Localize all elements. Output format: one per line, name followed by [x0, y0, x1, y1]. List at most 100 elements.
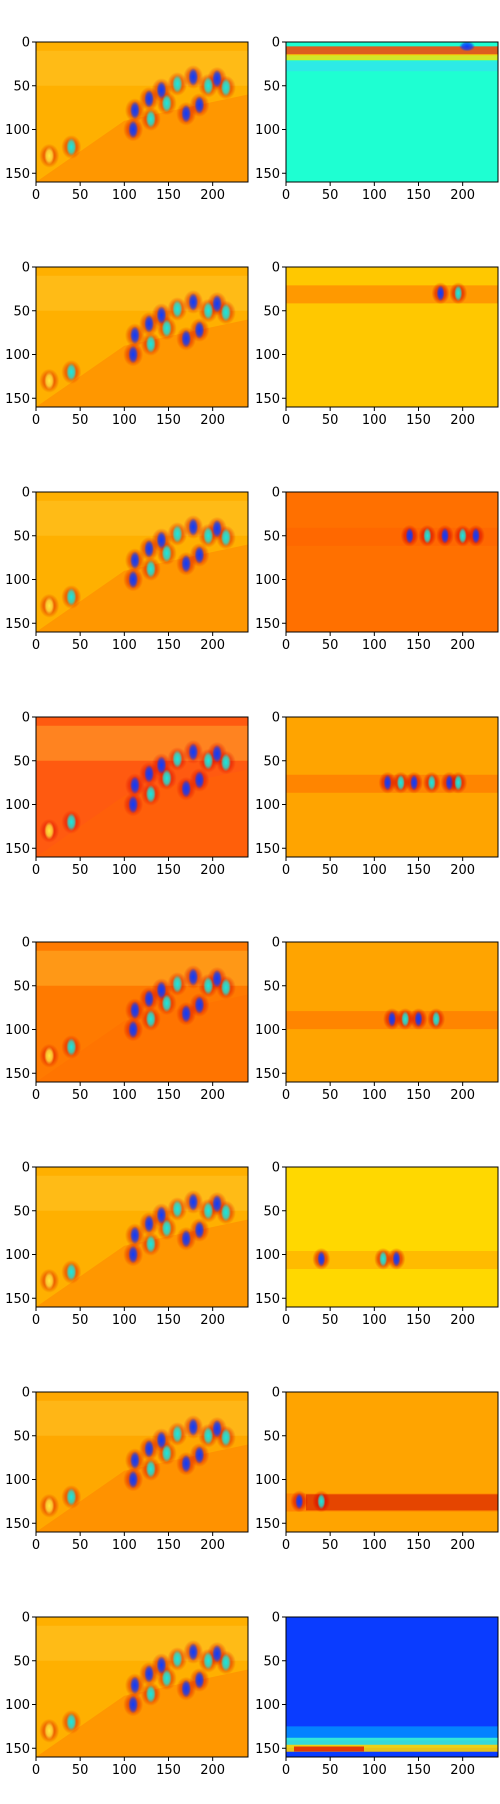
right-panel-2-x-tick-label: 200 [450, 413, 475, 428]
right-panel-4-x-tick-label: 50 [322, 863, 339, 878]
left-heatmap-blob [144, 1440, 154, 1458]
left-heatmap-blob [188, 293, 198, 311]
left-panel-1-y-tick-label: 50 [13, 79, 30, 94]
left-heatmap-blob [162, 544, 172, 562]
right-panel-5-y-tick-label: 0 [272, 936, 280, 951]
right-panel-8-x-tick-label: 50 [322, 1763, 339, 1778]
left-heatmap-blob [221, 754, 231, 772]
right-panel-8-y-tick-label: 150 [255, 1742, 280, 1757]
left-heatmap-blob [194, 771, 204, 789]
right-heatmap-blob [392, 1251, 400, 1267]
left-heatmap-blob [128, 121, 138, 139]
right-panel-8-x-tick-label: 100 [362, 1763, 387, 1778]
left-heatmap-6 [36, 1167, 248, 1307]
right-panel-2-x-tick-label: 0 [282, 413, 290, 428]
left-panel-1-x-tick-label: 50 [72, 188, 89, 203]
left-heatmap-blob [130, 1226, 140, 1244]
left-heatmap-1 [36, 42, 248, 182]
left-heatmap-blob [203, 527, 213, 545]
left-panel-6-x-tick-label: 200 [200, 1313, 225, 1328]
right-heatmap-2 [286, 267, 498, 407]
right-panel-8-x-tick-label: 150 [406, 1763, 431, 1778]
right-heatmap-8 [286, 1617, 498, 1757]
left-heatmap-blob [212, 70, 222, 88]
left-panel-3-y-tick-label: 50 [13, 529, 30, 544]
left-heatmap-blob [172, 975, 182, 993]
left-heatmap-blob [181, 1005, 191, 1023]
right-panel-6-y-tick-label: 150 [255, 1292, 280, 1307]
right-heatmap-6 [286, 1167, 498, 1307]
left-panel-8-x-tick-label: 0 [32, 1763, 40, 1778]
left-heatmap-blob [181, 1680, 191, 1698]
right-panel-8-y-tick-label: 50 [263, 1654, 280, 1669]
left-heatmap-blob [188, 68, 198, 86]
right-panel-6-x-tick-label: 50 [322, 1313, 339, 1328]
left-heatmap-blob [128, 346, 138, 364]
right-panel-7-x-tick-label: 150 [406, 1538, 431, 1553]
left-panel-4-y-tick-label: 100 [5, 798, 30, 813]
left-panel-6-y-tick-label: 50 [13, 1204, 30, 1219]
left-heatmap-blob [144, 540, 154, 558]
left-heatmap-blob [146, 110, 156, 128]
left-heatmap-blob [172, 525, 182, 543]
left-panel-8-x-tick-label: 50 [72, 1763, 89, 1778]
right-panel-3-x-tick-label: 0 [282, 638, 290, 653]
right-panel-7-y-tick-label: 150 [255, 1517, 280, 1532]
left-heatmap-blob [188, 518, 198, 536]
left-panel-4-x-tick-label: 0 [32, 863, 40, 878]
left-heatmap-blob [144, 1215, 154, 1233]
left-panel-1-y-tick-label: 0 [22, 36, 30, 51]
right-panel-8-y-tick-label: 0 [272, 1611, 280, 1626]
right-panel-7-x-tick-label: 200 [450, 1538, 475, 1553]
left-heatmap-blob [162, 319, 172, 337]
left-heatmap-blob [203, 1202, 213, 1220]
right-heatmap-blob [295, 1493, 303, 1509]
left-panel-5-x-tick-label: 0 [32, 1088, 40, 1103]
left-panel-3-y-tick-label: 0 [22, 486, 30, 501]
left-heatmap-blob [221, 529, 231, 547]
left-heatmap-blob [221, 79, 231, 97]
right-panel-1-x-tick-label: 100 [362, 188, 387, 203]
left-panel-5-y-tick-label: 100 [5, 1023, 30, 1038]
right-panel-5-x-tick-label: 50 [322, 1088, 339, 1103]
left-heatmap-blob [203, 752, 213, 770]
left-panel-6-x-tick-label: 150 [156, 1313, 181, 1328]
left-panel-5-x-tick-label: 50 [72, 1088, 89, 1103]
left-heatmap-blob [212, 520, 222, 538]
right-panel-5-x-tick-label: 100 [362, 1088, 387, 1103]
left-heatmap-blob [212, 1195, 222, 1213]
left-heatmap-blob [146, 335, 156, 353]
right-heatmap-5 [286, 942, 498, 1082]
left-panel-2-x-tick-label: 200 [200, 413, 225, 428]
right-heatmap-blob [317, 1251, 325, 1267]
right-panel-6-x-tick-label: 150 [406, 1313, 431, 1328]
left-heatmap-blob [66, 588, 76, 606]
right-panel-6-x-tick-label: 100 [362, 1313, 387, 1328]
left-heatmap-blob [144, 1665, 154, 1683]
left-panel-1-x-tick-label: 200 [200, 188, 225, 203]
left-heatmap-blob [221, 1204, 231, 1222]
left-panel-3-x-tick-label: 100 [112, 638, 137, 653]
left-heatmap-blob [66, 1263, 76, 1281]
left-heatmap-blob [44, 1047, 54, 1065]
right-heatmap-blob [459, 528, 467, 544]
right-heatmap-blob [410, 775, 418, 791]
right-heatmap-blob [397, 775, 405, 791]
right-heatmap-blob [406, 528, 414, 544]
right-heatmap-band [306, 1494, 498, 1510]
left-heatmap-blob [194, 1671, 204, 1689]
left-heatmap-blob [181, 1455, 191, 1473]
left-heatmap-blob [172, 750, 182, 768]
left-heatmap-blob [181, 555, 191, 573]
left-panel-5-y-tick-label: 50 [13, 979, 30, 994]
left-heatmap-2 [36, 267, 248, 407]
right-heatmap-1 [286, 41, 498, 182]
right-heatmap-band [294, 1747, 364, 1752]
left-panel-3-y-tick-label: 150 [5, 617, 30, 632]
left-panel-2-y-tick-label: 0 [22, 261, 30, 276]
left-panel-1-x-tick-label: 100 [112, 188, 137, 203]
left-panel-1-x-tick-label: 150 [156, 188, 181, 203]
left-heatmap-blob [66, 1038, 76, 1056]
left-heatmap-blob [203, 977, 213, 995]
right-heatmap-blob [437, 285, 445, 301]
